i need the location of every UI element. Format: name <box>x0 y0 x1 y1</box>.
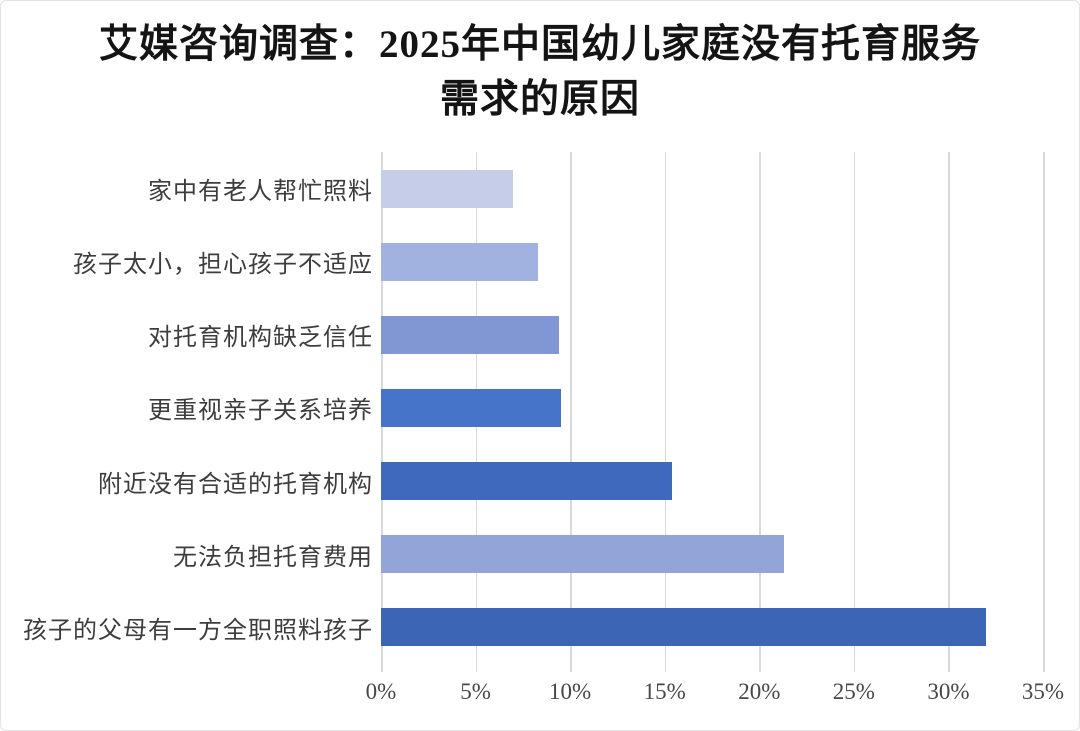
value-axis: 0% 5% 10% 15% 20% 25% 30% 35% <box>366 677 1064 711</box>
x-axis-tick-label: 30% <box>927 679 970 704</box>
bar <box>381 608 987 647</box>
bar-row <box>381 152 1043 225</box>
category-label: 附近没有合适的托育机构 <box>98 471 373 498</box>
bar <box>381 535 784 574</box>
category-label: 对托育机构缺乏信任 <box>148 325 373 352</box>
gridline <box>570 152 572 672</box>
bar <box>381 315 559 354</box>
bar-row <box>381 371 1043 444</box>
bar-row <box>381 225 1043 298</box>
gridline <box>664 152 667 672</box>
x-axis-tick-label: 35% <box>1021 679 1065 704</box>
bar-row <box>381 518 1043 591</box>
gridline <box>853 152 856 672</box>
bar <box>381 242 538 281</box>
bar-row <box>381 298 1043 371</box>
gridline <box>948 152 950 672</box>
category-label: 无法负担托育费用 <box>173 544 373 571</box>
category-label: 孩子的父母有一方全职照料孩子 <box>23 617 373 644</box>
category-label: 孩子太小，担心孩子不适应 <box>73 252 373 279</box>
x-axis-tick-label: 5% <box>460 679 491 704</box>
bar-row <box>381 591 1043 664</box>
gridline <box>759 152 761 672</box>
x-axis-tick-label: 10% <box>549 679 592 704</box>
bar-series <box>381 152 1043 664</box>
x-axis-tick-label: 20% <box>738 679 781 704</box>
x-axis-tick-label: 15% <box>643 679 686 704</box>
plot-area <box>381 152 1045 672</box>
x-axis-tick-label: 25% <box>832 679 875 704</box>
bar <box>381 462 673 501</box>
gridline <box>1043 152 1045 672</box>
chart-title-line-2: 需求的原因 <box>439 78 640 122</box>
bar <box>381 169 514 208</box>
category-label: 更重视亲子关系培养 <box>148 398 373 425</box>
category-axis: 家中有老人帮忙照料孩子太小，担心孩子不适应对托育机构缺乏信任 更重视亲子关系培养附… <box>1 152 373 664</box>
x-axis-tick-label: 0% <box>365 679 397 704</box>
category-label: 家中有老人帮忙照料 <box>148 179 373 206</box>
bar <box>381 388 561 427</box>
bar-row <box>381 445 1043 518</box>
chart-title-line-1: 艾媒咨询调查：2025年中国幼儿家庭没有托育服务 <box>98 23 981 66</box>
chart-title: 艾媒咨询调查：2025年中国幼儿家庭没有托育服务 需求的原因 <box>1 17 1079 128</box>
